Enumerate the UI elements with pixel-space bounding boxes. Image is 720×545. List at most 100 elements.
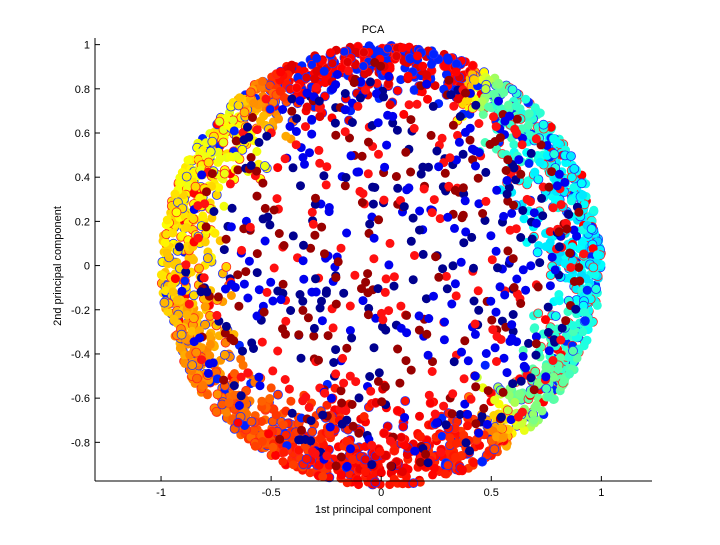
interior-point (363, 169, 373, 179)
interior-point (305, 148, 314, 158)
ring-point (579, 307, 589, 317)
interior-point (439, 401, 449, 411)
interior-point (453, 130, 462, 140)
ring-point (494, 79, 504, 89)
ring-point (530, 167, 540, 177)
interior-point (456, 257, 466, 267)
interior-point (322, 451, 332, 461)
interior-point (470, 371, 480, 381)
interior-point (184, 299, 194, 309)
interior-point (499, 353, 509, 363)
interior-point (306, 243, 316, 253)
y-tick-label: 0.4 (75, 172, 90, 184)
ring-point (523, 176, 533, 186)
ring-point (519, 425, 529, 435)
interior-point (322, 162, 332, 172)
interior-point (408, 275, 418, 285)
interior-point (341, 173, 351, 182)
ring-point (480, 360, 490, 370)
interior-point (331, 369, 341, 379)
interior-point (345, 371, 355, 381)
interior-point (455, 410, 465, 419)
interior-point (317, 296, 326, 306)
y-tick-label: 0.8 (75, 84, 90, 96)
interior-point (372, 89, 381, 99)
ring-point (175, 343, 185, 353)
interior-point (364, 137, 373, 147)
interior-point (314, 145, 324, 155)
interior-point (474, 428, 484, 438)
ring-point (281, 131, 291, 141)
interior-point (314, 96, 324, 106)
ring-point (200, 237, 210, 247)
interior-point (533, 282, 543, 292)
interior-point (429, 291, 438, 301)
x-tick-label: 0.5 (484, 487, 499, 499)
interior-point (276, 295, 286, 305)
interior-point (496, 412, 506, 422)
interior-point (330, 118, 340, 128)
ring-point (428, 470, 438, 480)
interior-point (344, 66, 353, 76)
ring-point (348, 455, 358, 465)
interior-point (220, 328, 230, 338)
interior-point (234, 401, 244, 410)
interior-point (340, 127, 350, 137)
interior-point (448, 120, 458, 130)
interior-point (508, 379, 518, 389)
interior-point (374, 149, 383, 159)
ring-point (200, 302, 210, 312)
interior-point (458, 149, 468, 159)
interior-point (427, 367, 437, 376)
ring-point (408, 478, 419, 489)
interior-point (489, 112, 498, 122)
ring-point (322, 400, 332, 410)
interior-point (410, 446, 420, 456)
ring-point (568, 321, 578, 330)
interior-point (430, 409, 440, 419)
ring-point (555, 353, 565, 363)
interior-point (199, 273, 209, 283)
interior-point (281, 316, 291, 326)
interior-point (349, 78, 359, 88)
interior-point (491, 246, 501, 256)
ring-point (229, 126, 239, 136)
interior-point (268, 366, 278, 376)
interior-point (406, 236, 416, 246)
ring-point (170, 274, 180, 284)
interior-point (548, 203, 558, 213)
interior-point (234, 301, 244, 311)
interior-point (231, 136, 241, 146)
interior-point (463, 409, 473, 419)
interior-point (365, 77, 375, 87)
interior-point (254, 372, 264, 382)
interior-point (502, 368, 512, 378)
ring-point (396, 432, 407, 443)
interior-point (376, 61, 386, 71)
interior-point (336, 452, 346, 462)
interior-point (400, 413, 410, 422)
interior-point (465, 135, 475, 145)
interior-point (408, 213, 418, 223)
ring-point (219, 201, 229, 211)
interior-point (469, 296, 479, 306)
interior-point (492, 357, 501, 366)
interior-point (421, 449, 431, 459)
ring-point (194, 263, 204, 274)
interior-point (505, 336, 515, 346)
interior-point (348, 421, 358, 431)
interior-point (460, 399, 470, 409)
interior-point (526, 373, 536, 383)
interior-point (521, 363, 530, 373)
interior-point (320, 388, 330, 398)
interior-point (554, 242, 564, 252)
interior-point (386, 436, 395, 446)
interior-point (518, 133, 527, 143)
interior-point (406, 115, 416, 125)
interior-point (237, 245, 247, 255)
interior-point (287, 106, 297, 116)
interior-point (471, 100, 481, 110)
interior-point (569, 277, 579, 286)
interior-point (516, 376, 526, 386)
interior-point (506, 415, 516, 425)
